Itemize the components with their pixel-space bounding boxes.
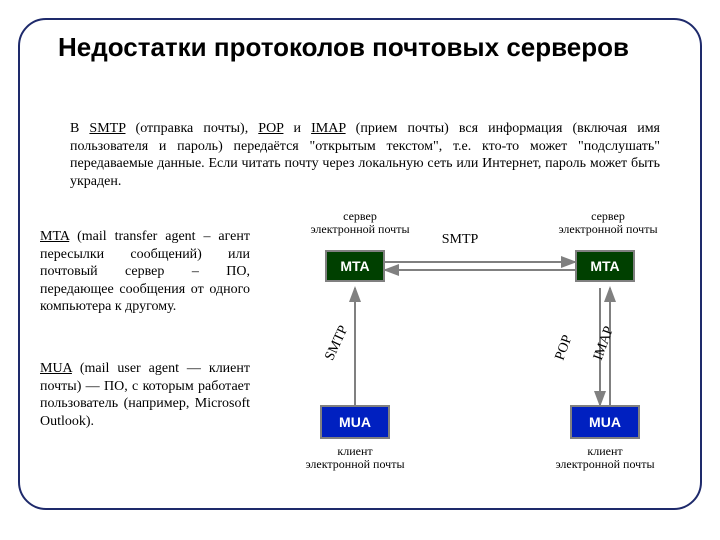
intro-imap: IMAP xyxy=(311,121,346,136)
node-mta1: MTA xyxy=(325,250,385,282)
edge-layer xyxy=(355,262,610,405)
caption-srv2: серверэлектронной почты xyxy=(548,210,668,236)
intro-paragraph: В SMTP (отправка почты), POP и IMAP (при… xyxy=(70,120,660,190)
caption-cli2: клиентэлектронной почты xyxy=(545,445,665,471)
mua-rest: (mail user agent — клиент почты) — ПО, с… xyxy=(40,361,250,429)
mta-paragraph: MTA (mail transfer agent – агент пересыл… xyxy=(40,228,250,316)
node-mua1: MUA xyxy=(320,405,390,439)
mua-paragraph: MUA (mail user agent — клиент почты) — П… xyxy=(40,360,250,430)
caption-cli1: клиентэлектронной почты xyxy=(295,445,415,471)
mta-lead: MTA xyxy=(40,229,69,244)
mua-lead: MUA xyxy=(40,361,72,376)
intro-smtp: SMTP xyxy=(89,121,125,136)
page-title: Недостатки протоколов почтовых серверов xyxy=(58,32,638,63)
edge-label-smtp_h: SMTP xyxy=(442,232,479,248)
mail-flow-diagram: MTA MTA MUA MUA серверэлектронной почты серв… xyxy=(270,210,690,490)
intro-mid2: и xyxy=(283,121,311,136)
node-mua2: MUA xyxy=(570,405,640,439)
node-mta2: MTA xyxy=(575,250,635,282)
intro-mid1: (отправка почты), xyxy=(125,121,258,136)
mta-rest: (mail transfer agent – агент пересылки с… xyxy=(40,229,250,314)
intro-pop: POP xyxy=(258,121,283,136)
slide: Недостатки протоколов почтовых серверов … xyxy=(0,0,720,540)
caption-srv1: серверэлектронной почты xyxy=(300,210,420,236)
intro-pre: В xyxy=(70,121,89,136)
